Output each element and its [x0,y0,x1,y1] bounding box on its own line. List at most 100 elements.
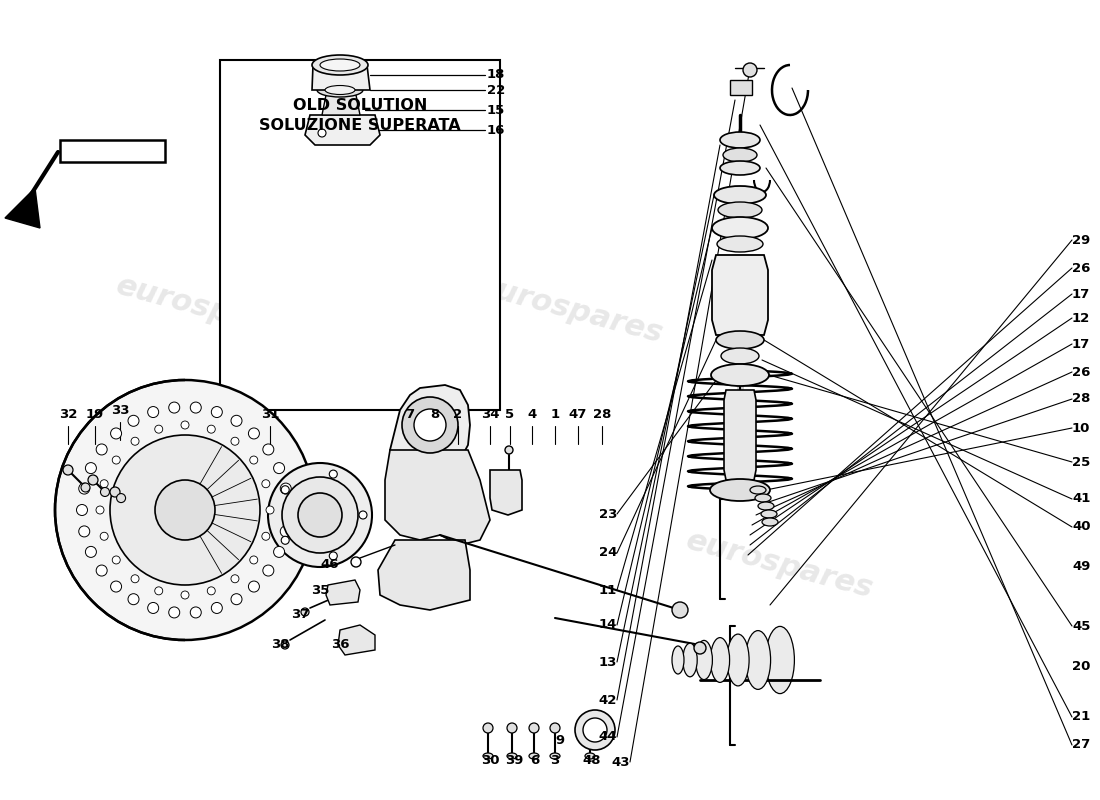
Circle shape [274,462,285,474]
Circle shape [402,397,458,453]
Ellipse shape [746,630,771,690]
Text: 28: 28 [1072,393,1090,406]
Circle shape [88,475,98,485]
Circle shape [168,402,179,413]
Circle shape [318,129,326,137]
Circle shape [262,532,270,540]
Polygon shape [6,188,40,228]
Circle shape [231,438,239,446]
Circle shape [282,486,289,494]
Text: 16: 16 [487,123,505,137]
Text: 4: 4 [527,407,537,421]
Ellipse shape [711,364,769,386]
Circle shape [96,565,107,576]
Text: 7: 7 [406,407,415,421]
Text: 8: 8 [430,407,440,421]
Circle shape [110,487,120,497]
Text: 23: 23 [598,507,617,521]
Circle shape [231,594,242,605]
Text: 21: 21 [1072,710,1090,723]
Circle shape [111,581,122,592]
Text: 29: 29 [1072,234,1090,246]
Text: 47: 47 [569,407,587,421]
Ellipse shape [727,634,749,686]
Text: 28: 28 [593,407,612,421]
Text: 45: 45 [1072,619,1090,633]
Ellipse shape [314,499,327,521]
Circle shape [250,556,257,564]
Text: 1: 1 [550,407,560,421]
Circle shape [359,511,367,519]
Circle shape [483,723,493,733]
Ellipse shape [714,186,766,204]
Circle shape [301,608,309,616]
Ellipse shape [81,483,90,492]
Circle shape [190,607,201,618]
Circle shape [211,406,222,418]
Circle shape [182,421,189,429]
Polygon shape [322,95,360,115]
Polygon shape [60,140,165,162]
Ellipse shape [762,518,778,526]
Ellipse shape [695,640,713,680]
Text: 17: 17 [1072,338,1090,350]
Ellipse shape [317,83,363,97]
Ellipse shape [761,510,777,518]
Circle shape [329,470,338,478]
Circle shape [231,415,242,426]
Text: 44: 44 [598,730,617,743]
Circle shape [86,546,97,558]
Ellipse shape [117,494,125,502]
Circle shape [100,532,108,540]
Text: 10: 10 [1072,422,1090,434]
Polygon shape [385,450,490,545]
Circle shape [112,556,120,564]
Circle shape [329,552,338,560]
Circle shape [742,63,757,77]
Text: 33: 33 [111,403,130,417]
Text: 39: 39 [505,754,524,766]
Circle shape [414,409,446,441]
Text: 31: 31 [261,407,279,421]
Circle shape [207,587,216,595]
Circle shape [128,415,139,426]
Text: 13: 13 [598,655,617,669]
Circle shape [182,591,189,599]
Circle shape [250,456,257,464]
Text: 48: 48 [583,754,602,766]
Circle shape [280,641,289,649]
Circle shape [155,425,163,433]
Circle shape [298,493,342,537]
Text: 2: 2 [453,407,463,421]
Ellipse shape [755,494,771,502]
Text: 49: 49 [1072,561,1090,574]
Circle shape [155,587,163,595]
Circle shape [147,406,158,418]
Circle shape [505,446,513,454]
Circle shape [96,506,104,514]
Circle shape [207,425,216,433]
Ellipse shape [672,646,684,674]
Polygon shape [490,470,522,515]
Text: 11: 11 [598,583,617,597]
Text: eurospares: eurospares [683,526,877,604]
Circle shape [128,594,139,605]
Circle shape [283,505,294,515]
Text: 38: 38 [271,638,289,651]
Circle shape [147,602,158,614]
Ellipse shape [716,331,764,349]
Circle shape [86,462,97,474]
Ellipse shape [710,479,770,501]
Circle shape [262,480,270,488]
Text: 36: 36 [331,638,350,651]
Text: 20: 20 [1072,659,1090,673]
Ellipse shape [720,348,759,364]
Circle shape [575,710,615,750]
Ellipse shape [683,643,697,677]
Circle shape [155,480,214,540]
Ellipse shape [766,626,794,694]
Circle shape [131,438,139,446]
Ellipse shape [712,217,768,239]
Circle shape [77,505,88,515]
Circle shape [96,444,107,455]
